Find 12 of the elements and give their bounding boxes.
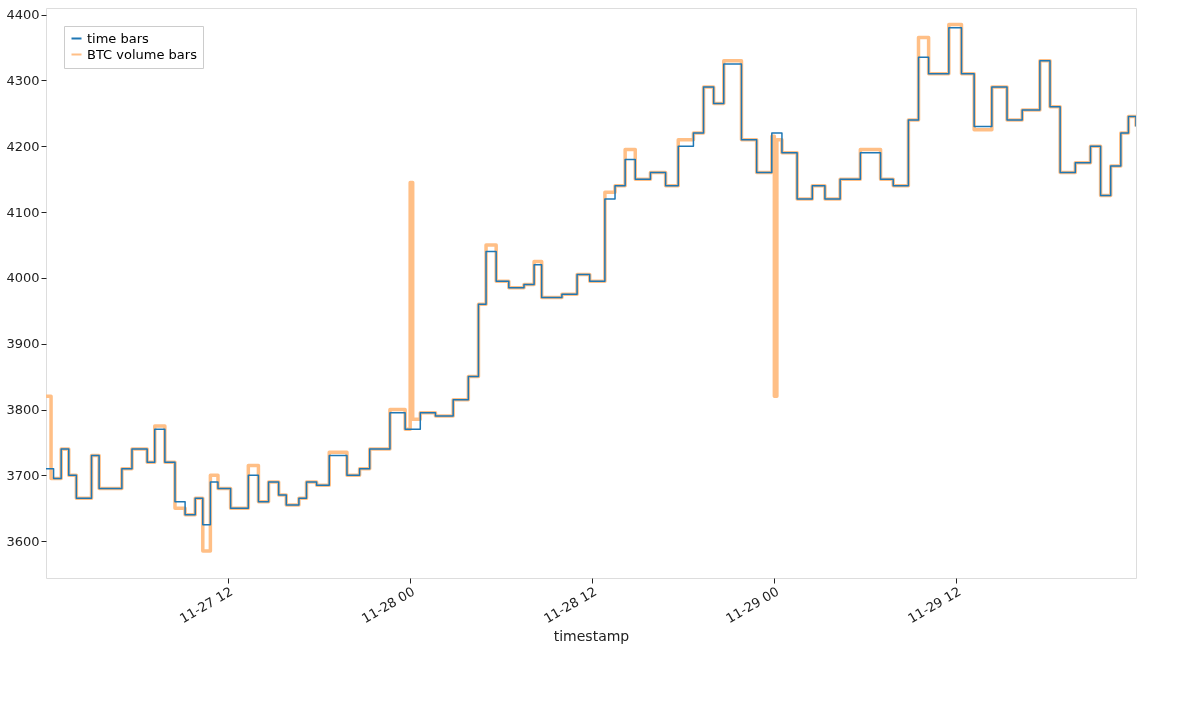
legend-label: time bars xyxy=(87,30,150,46)
x-axis-title: timestamp xyxy=(553,627,630,644)
y-tick-label: 3600 xyxy=(6,533,40,549)
y-tick-label: 4000 xyxy=(6,270,40,286)
y-tick-label: 3800 xyxy=(6,402,40,417)
y-tick-label: 4200 xyxy=(6,138,40,154)
y-tick-label: 4300 xyxy=(6,72,40,88)
y-tick-label: 3700 xyxy=(6,467,40,483)
y-tick-label: 3900 xyxy=(6,336,40,352)
y-tick-label: 4400 xyxy=(6,7,40,23)
y-tick-label: 4100 xyxy=(6,204,40,220)
legend-label: BTC volume bars xyxy=(87,46,198,62)
